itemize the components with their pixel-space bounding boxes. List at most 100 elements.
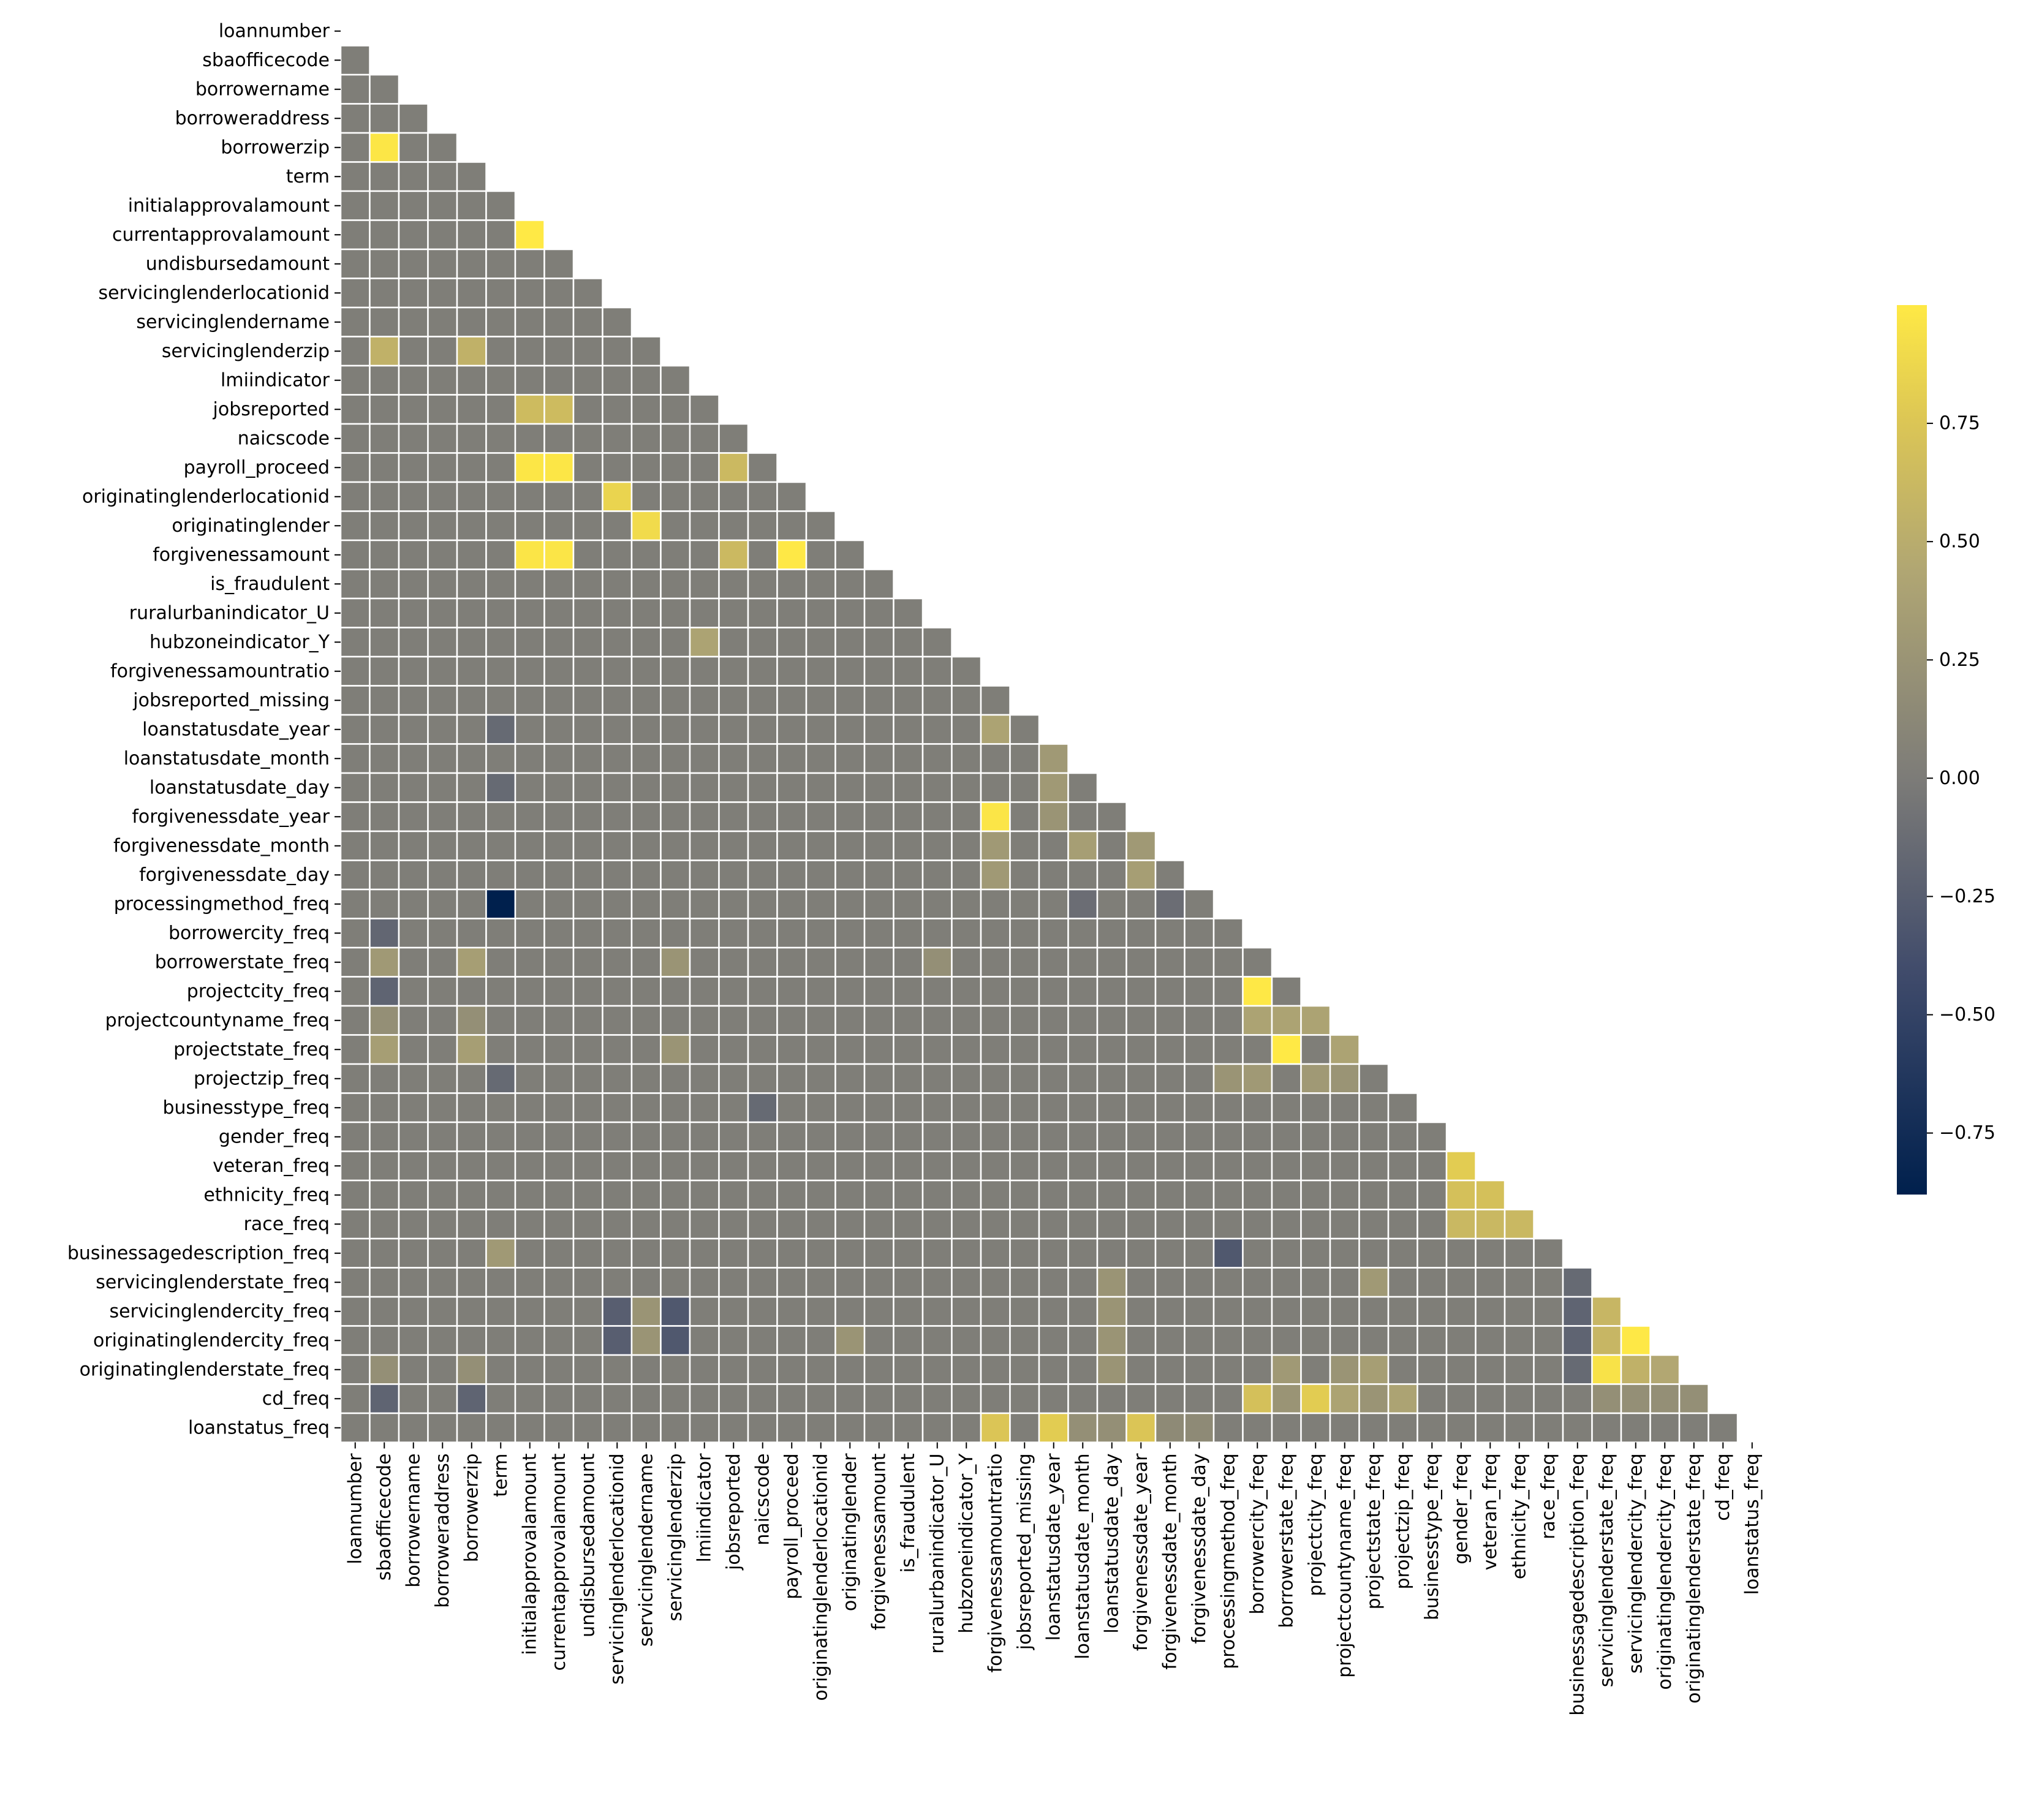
heatmap-cell: [1620, 1325, 1651, 1356]
heatmap-cell: [747, 946, 778, 978]
x-tick-label: projectcity_freq: [1305, 1454, 1326, 1596]
heatmap-cell: [660, 423, 691, 454]
heatmap-cell: [630, 1005, 662, 1036]
heatmap-cell: [863, 1209, 895, 1240]
heatmap-cell: [1096, 976, 1127, 1007]
heatmap-cell: [776, 481, 808, 512]
heatmap-cell: [1445, 1296, 1477, 1327]
x-tick-label: borroweraddress: [432, 1454, 453, 1608]
y-tick-label: loanstatusdate_day: [149, 777, 330, 798]
heatmap-cell: [398, 1034, 429, 1065]
heatmap-cell: [1562, 1354, 1593, 1385]
heatmap-cell: [1125, 1325, 1157, 1356]
heatmap-cell: [718, 1325, 749, 1356]
heatmap-cell: [1067, 946, 1099, 978]
heatmap-cell: [369, 219, 400, 251]
heatmap-cell: [485, 888, 516, 919]
x-tick-label: borrowerstate_freq: [1276, 1454, 1297, 1628]
heatmap-cell: [514, 1121, 545, 1152]
heatmap-cell: [951, 655, 982, 687]
heatmap-cell: [630, 772, 662, 803]
colorbar-tick-label: −0.75: [1939, 1122, 1995, 1144]
heatmap-cell: [339, 161, 371, 192]
heatmap-cell: [1184, 1267, 1215, 1298]
heatmap-cell: [863, 1034, 895, 1065]
x-tick-label: projectzip_freq: [1392, 1454, 1413, 1590]
heatmap-cell: [1067, 1296, 1099, 1327]
heatmap-cell: [834, 1121, 866, 1152]
heatmap-cell: [1271, 1354, 1302, 1385]
heatmap-cell: [1038, 830, 1069, 861]
heatmap-cell: [602, 1354, 633, 1385]
heatmap-cell: [543, 539, 575, 570]
heatmap-cell: [980, 918, 1011, 949]
heatmap-cell: [630, 655, 662, 687]
heatmap-cell: [893, 1209, 924, 1240]
heatmap-cell: [689, 1005, 720, 1036]
heatmap-cell: [747, 510, 778, 542]
heatmap-cell: [514, 859, 545, 891]
heatmap-cell: [369, 423, 400, 454]
y-tick-label: projectcountyname_freq: [105, 1010, 330, 1031]
heatmap-cell: [398, 743, 429, 774]
heatmap-cell: [863, 1179, 895, 1210]
heatmap-cell: [456, 161, 487, 192]
heatmap-cell: [1038, 946, 1069, 978]
x-tick-label: servicinglenderstate_freq: [1596, 1454, 1617, 1688]
heatmap-cell: [572, 655, 603, 687]
heatmap-cell: [369, 976, 400, 1007]
heatmap-cell: [805, 830, 836, 861]
heatmap-cell: [1358, 1179, 1390, 1210]
heatmap-cell: [1329, 1092, 1360, 1123]
heatmap-cell: [776, 1150, 808, 1182]
heatmap-cell: [485, 510, 516, 542]
heatmap-cell: [689, 1150, 720, 1182]
heatmap-cell: [398, 306, 429, 338]
heatmap-cell: [1387, 1121, 1418, 1152]
heatmap-cell: [572, 743, 603, 774]
heatmap-cell: [369, 597, 400, 629]
heatmap-cell: [689, 1412, 720, 1443]
heatmap-cell: [921, 1092, 953, 1123]
heatmap-cell: [747, 685, 778, 716]
heatmap-cell: [893, 1179, 924, 1210]
heatmap-cell: [1125, 1092, 1157, 1123]
heatmap-cell: [1475, 1267, 1506, 1298]
heatmap-cell: [339, 888, 371, 919]
heatmap-cell: [543, 394, 575, 425]
heatmap-cell: [630, 801, 662, 833]
heatmap-cell: [514, 1150, 545, 1182]
heatmap-cell: [1067, 1267, 1099, 1298]
heatmap-cell: [514, 1267, 545, 1298]
heatmap-cell: [1417, 1237, 1448, 1269]
heatmap-cell: [543, 772, 575, 803]
heatmap-cell: [893, 946, 924, 978]
heatmap-cell: [805, 1325, 836, 1356]
heatmap-cell: [1387, 1150, 1418, 1182]
heatmap-cell: [514, 278, 545, 309]
heatmap-cell: [543, 1267, 575, 1298]
heatmap-cell: [863, 685, 895, 716]
heatmap-cell: [369, 1354, 400, 1385]
heatmap-cell: [1038, 1325, 1069, 1356]
heatmap-cell: [1009, 1179, 1040, 1210]
heatmap-cell: [427, 219, 458, 251]
heatmap-cell: [369, 685, 400, 716]
heatmap-cell: [602, 772, 633, 803]
heatmap-cell: [602, 1209, 633, 1240]
heatmap-cell: [1504, 1325, 1535, 1356]
heatmap-cell: [602, 568, 633, 600]
heatmap-cell: [630, 423, 662, 454]
heatmap-cell: [602, 1063, 633, 1094]
heatmap-cell: [921, 1209, 953, 1240]
heatmap-cell: [1533, 1354, 1564, 1385]
heatmap-cell: [1591, 1354, 1622, 1385]
heatmap-cell: [427, 1412, 458, 1443]
heatmap-cell: [1009, 888, 1040, 919]
heatmap-cell: [1096, 1325, 1127, 1356]
heatmap-cell: [339, 801, 371, 833]
heatmap-cell: [689, 481, 720, 512]
heatmap-cell: [485, 1296, 516, 1327]
heatmap-cell: [718, 685, 749, 716]
x-tick-label: ruralurbanindicator_U: [926, 1454, 948, 1654]
